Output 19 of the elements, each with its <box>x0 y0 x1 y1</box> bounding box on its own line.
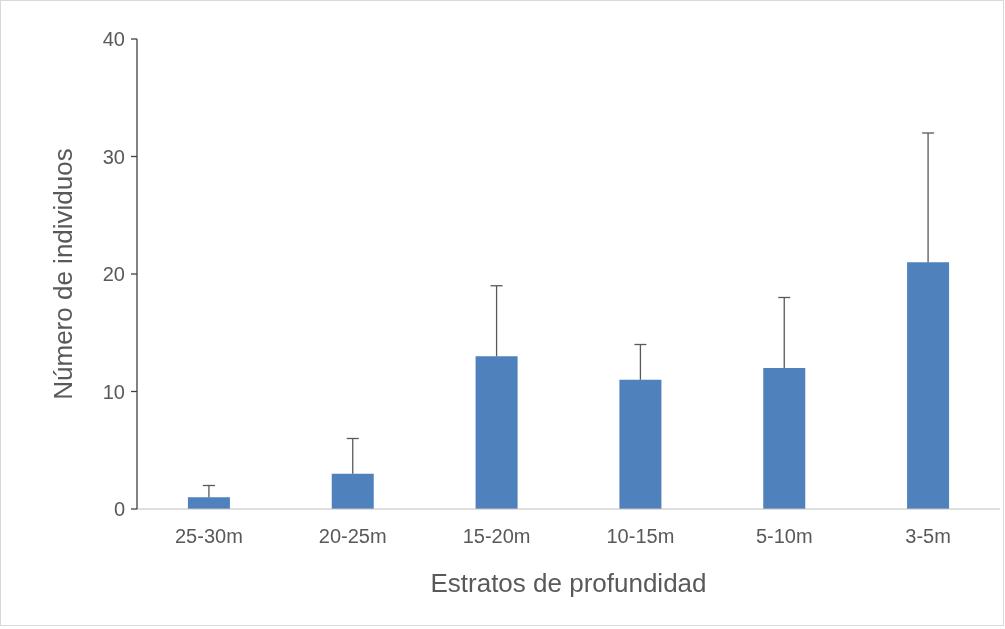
y-tick-label: 0 <box>113 498 125 520</box>
y-tick-label: 10 <box>102 380 125 403</box>
y-axis-title: Número de individuos <box>48 148 78 400</box>
x-tick-label: 20-25m <box>318 525 387 547</box>
x-axis-title: Estratos de profundidad <box>430 568 707 598</box>
bar <box>763 368 806 509</box>
bar <box>619 379 662 509</box>
bar <box>331 473 374 509</box>
y-tick-label: 20 <box>102 263 125 285</box>
bar <box>907 262 950 509</box>
x-tick-label: 25-30m <box>175 525 243 547</box>
x-tick-label: 5-10m <box>755 525 813 547</box>
bar <box>187 497 230 509</box>
y-tick-label: 40 <box>102 28 125 50</box>
x-tick-label: 3-5m <box>905 525 951 547</box>
x-tick-label: 10-15m <box>606 525 675 547</box>
bar <box>475 356 518 509</box>
x-tick-label: 15-20m <box>462 525 531 547</box>
y-tick-label: 30 <box>102 145 125 168</box>
